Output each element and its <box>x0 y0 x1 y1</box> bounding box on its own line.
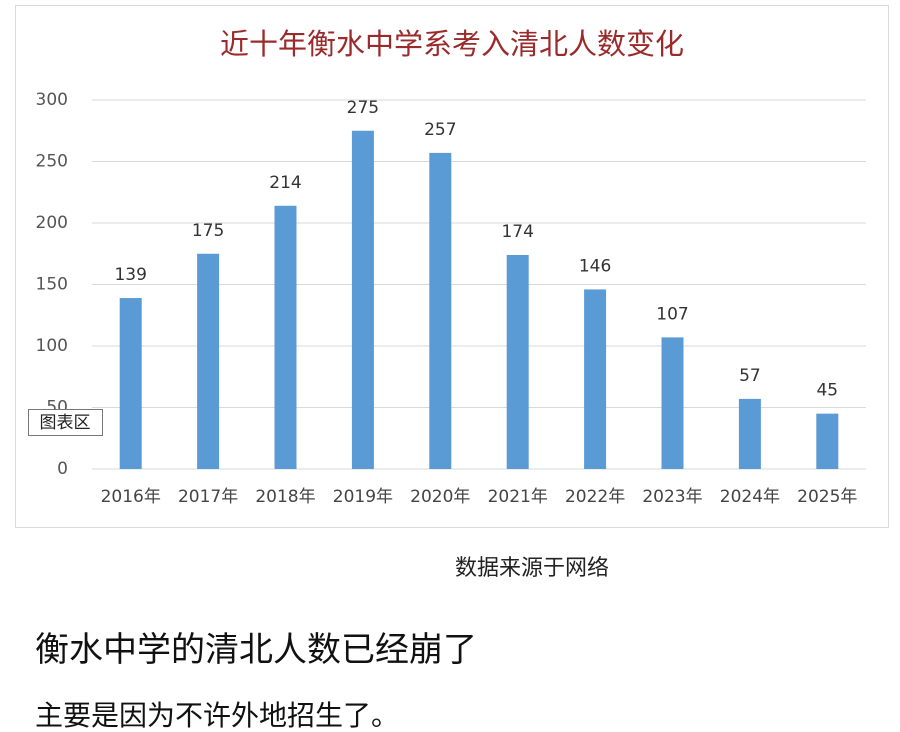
tooltip-box <box>28 409 103 436</box>
y-tick-label: 250 <box>36 152 68 172</box>
value-label: 45 <box>816 381 838 401</box>
value-label: 107 <box>656 304 688 324</box>
x-tick-label: 2025年 <box>797 487 857 507</box>
x-tick-label: 2023年 <box>642 487 702 507</box>
post-body: 主要是因为不许外地招生了。 <box>35 699 400 732</box>
bar <box>197 253 220 469</box>
x-tick-label: 2020年 <box>410 487 470 507</box>
x-tick-label: 2022年 <box>565 487 625 507</box>
x-tick-label: 2019年 <box>333 487 393 507</box>
source-note: 数据来源于网络 <box>454 556 609 581</box>
y-tick-label: 150 <box>36 275 68 295</box>
chart-title: 近十年衡水中学系考入清北人数变化 <box>220 27 684 61</box>
x-tick-label: 2017年 <box>178 487 238 507</box>
bar <box>429 152 452 469</box>
tooltip: 图表区 <box>40 413 91 433</box>
bar <box>506 254 529 469</box>
bar <box>119 298 142 469</box>
y-tick-label: 0 <box>57 459 68 479</box>
bar <box>816 413 839 469</box>
bar <box>274 205 297 469</box>
value-label: 175 <box>192 221 224 241</box>
value-label: 174 <box>501 222 533 242</box>
y-tick-label: 200 <box>36 213 68 233</box>
x-tick-label: 2021年 <box>488 487 548 507</box>
x-tick-label: 2024年 <box>720 487 780 507</box>
bar <box>351 130 374 469</box>
value-label: 275 <box>347 98 379 118</box>
chart: 近十年衡水中学系考入清北人数变化 0501001502002503002016年… <box>15 5 889 528</box>
y-tick-label: 100 <box>36 336 68 356</box>
value-label: 139 <box>114 265 146 285</box>
value-label: 257 <box>424 120 456 140</box>
bar <box>661 337 684 469</box>
bar <box>738 398 761 469</box>
x-tick-label: 2018年 <box>255 487 315 507</box>
value-label: 146 <box>579 256 611 276</box>
value-label: 214 <box>269 173 301 193</box>
value-label: 57 <box>739 366 761 386</box>
y-tick-label: 300 <box>36 90 68 110</box>
x-tick-label: 2016年 <box>101 487 161 507</box>
post-headline: 衡水中学的清北人数已经崩了 <box>35 630 477 670</box>
bar <box>584 289 607 469</box>
